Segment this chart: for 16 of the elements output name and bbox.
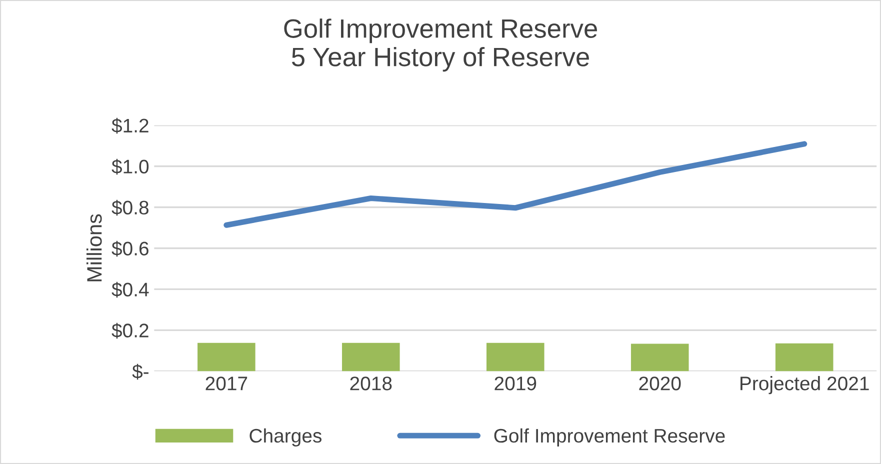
x-tick-label: 2020 [639,376,681,390]
y-axis-title: Millions [86,214,102,282]
legend-label: Charges [250,428,322,446]
legend-label: Golf Improvement Reserve [494,428,725,446]
y-tick-label: $- [132,364,148,380]
y-tick-label: $1.0 [112,158,149,175]
y-tick-label: $0.2 [112,322,148,339]
x-tick-label: 2017 [206,376,248,390]
x-tick-label: 2018 [350,376,392,390]
y-tick-label: $0.4 [112,282,149,298]
chart-title: Golf Improvement Reserve 5 Year History of Reserve [284,18,597,72]
x-tick-label: 2019 [494,376,536,390]
y-tick-label: $0.6 [112,240,148,257]
y-tick-label: $0.8 [112,200,148,216]
y-tick-label: $1.2 [112,118,148,134]
x-tick-label: Projected 2021 [740,376,869,394]
